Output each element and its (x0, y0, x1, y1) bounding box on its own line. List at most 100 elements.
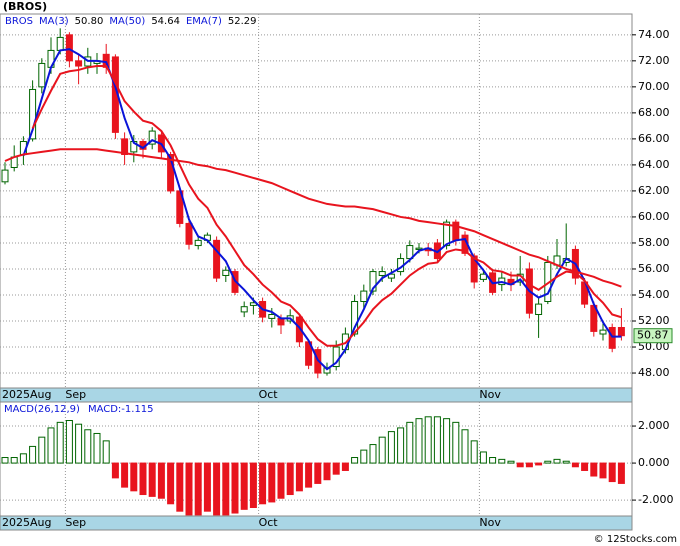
macd-bar (535, 462, 543, 466)
candle-body (369, 271, 377, 292)
macd-bar (148, 462, 156, 497)
macd-bar (581, 462, 589, 471)
last-price-box (633, 328, 673, 344)
legend-value: 54.64 (151, 16, 180, 27)
y-tick-label: 68.00 (638, 106, 670, 119)
macd-bar (75, 423, 83, 464)
y-tick-label: 54.00 (638, 288, 670, 301)
macd-bar (479, 451, 487, 464)
macd-bar (424, 416, 432, 464)
macd-bar (93, 432, 101, 464)
candle-body (617, 327, 625, 337)
candle-body (268, 314, 276, 319)
macd-bar (461, 429, 469, 464)
candle-body (387, 273, 395, 279)
panel-value: MACD:-1.115 (88, 404, 154, 415)
macd-bar (111, 462, 119, 479)
macd-bar (167, 462, 175, 505)
macd-bar (240, 462, 248, 510)
macd-bar (507, 460, 515, 464)
line-series (4, 148, 622, 288)
x-tick-label: 2025Aug (2, 516, 51, 529)
y-tick-label: 64.00 (638, 158, 670, 171)
macd-bar (29, 445, 37, 464)
macd-bar (369, 444, 377, 464)
macd-bar (470, 440, 478, 464)
y-tick-label: 48.00 (638, 366, 670, 379)
y-tick-label: 50.00 (638, 340, 670, 353)
x-tick-label: Oct (259, 388, 279, 401)
legend-name: EMA(7) (186, 16, 222, 27)
macd-bar (65, 420, 73, 464)
macd-bar (203, 462, 211, 512)
macd-bar (222, 462, 230, 516)
x-tick-label: 2025Aug (2, 388, 51, 401)
y-tick-label: 70.00 (638, 80, 670, 93)
candle-body (479, 273, 487, 280)
macd-bar (599, 462, 607, 479)
macd-bar (406, 421, 414, 464)
macd-bar (10, 457, 18, 464)
macd-bar (489, 457, 497, 464)
macd-bar (387, 431, 395, 464)
footer: © 12Stocks.com (594, 534, 677, 545)
macd-bar (360, 449, 368, 464)
y-tick-label: 74.00 (638, 28, 670, 41)
macd-bar (286, 462, 294, 496)
y-tick-label: 66.00 (638, 132, 670, 145)
macd-bar (544, 460, 552, 464)
macd-bar (213, 462, 221, 516)
x-tick-label: Sep (65, 516, 86, 529)
macd-bar (249, 462, 257, 508)
x-tick-label: Oct (259, 516, 279, 529)
macd-bar (102, 440, 110, 464)
macd-bar (525, 462, 533, 468)
candle-body (535, 303, 543, 316)
y-tick-label: -2.000 (638, 493, 673, 506)
chart-title: (BROS) (3, 0, 47, 13)
macd-bar (516, 462, 524, 468)
line-series (22, 48, 622, 371)
macd-bar (56, 421, 64, 464)
candle-body (148, 130, 156, 145)
x-tick-label: Sep (65, 388, 86, 401)
macd-bar (1, 457, 9, 464)
candle-body (599, 329, 607, 335)
macd-bar (84, 429, 92, 464)
x-tick-label: Nov (479, 516, 501, 529)
candle-body (121, 138, 129, 155)
macd-bar (332, 462, 340, 475)
candle-body (56, 36, 64, 51)
legend-name: MA(3) (39, 16, 69, 27)
legend-value: 50.80 (75, 16, 104, 27)
macd-bar (121, 462, 129, 488)
macd-bar (415, 418, 423, 464)
candle-body (29, 88, 37, 140)
macd-bar (295, 462, 303, 492)
candle-body (240, 306, 248, 313)
macd-bar (571, 462, 579, 468)
macd-bar (314, 462, 322, 484)
macd-bar (277, 462, 285, 499)
macd-bar (139, 462, 147, 496)
y-tick-label: 58.00 (638, 236, 670, 249)
candle-body (65, 34, 73, 62)
macd-bar (194, 462, 202, 516)
candle-body (378, 271, 386, 276)
macd-bar (19, 453, 27, 464)
candle-body (415, 247, 423, 250)
line-series (31, 65, 622, 347)
y-tick-label: 2.000 (638, 419, 670, 432)
y-tick-label: 0.000 (638, 456, 670, 469)
date-bar (0, 515, 633, 531)
candle-body (38, 62, 46, 88)
y-tick-label: 62.00 (638, 184, 670, 197)
macd-bar (378, 436, 386, 464)
macd-bar (608, 462, 616, 483)
macd-bar (323, 462, 331, 481)
macd-bar (176, 462, 184, 512)
macd-bar (130, 462, 138, 492)
candle-body (222, 269, 230, 276)
macd-bar (452, 421, 460, 464)
